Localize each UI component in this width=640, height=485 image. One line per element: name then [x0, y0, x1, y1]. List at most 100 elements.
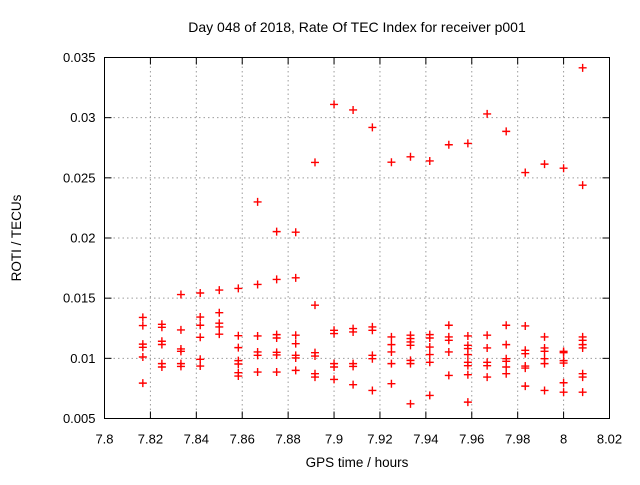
data-point-marker: [349, 362, 358, 371]
data-point-marker: [330, 100, 339, 109]
x-tick-label: 7.82: [138, 432, 163, 447]
data-point-marker: [368, 326, 377, 335]
data-point-marker: [463, 370, 472, 379]
data-point-marker: [157, 362, 166, 371]
data-point-marker: [463, 331, 472, 340]
data-point-marker: [196, 321, 205, 330]
data-point-marker: [138, 343, 147, 352]
data-point-marker: [234, 359, 243, 368]
data-point-marker: [578, 63, 587, 72]
data-point-marker: [215, 286, 224, 295]
chart-title: Day 048 of 2018, Rate Of TEC Index for r…: [188, 19, 526, 35]
data-point-marker: [349, 105, 358, 114]
data-point-marker: [253, 331, 262, 340]
data-point-marker: [272, 227, 281, 236]
data-point-marker: [559, 348, 568, 357]
data-point-marker: [253, 280, 262, 289]
data-point-marker: [387, 340, 396, 349]
data-point-marker: [196, 333, 205, 342]
x-tick-label: 7.94: [413, 432, 438, 447]
data-point-marker: [138, 321, 147, 330]
data-point-marker: [406, 341, 415, 350]
data-point-marker: [540, 332, 549, 341]
data-point-marker: [483, 373, 492, 382]
gridlines: [104, 57, 610, 419]
data-point-marker: [157, 323, 166, 332]
data-point-marker: [215, 308, 224, 317]
data-point-marker: [502, 340, 511, 349]
data-point-marker: [483, 109, 492, 118]
y-tick-label: 0.01: [70, 351, 95, 366]
data-point-marker: [540, 347, 549, 356]
data-point-marker: [291, 339, 300, 348]
data-point-marker: [521, 321, 530, 330]
y-tick-label: 0.005: [63, 411, 96, 426]
data-point-marker: [425, 333, 434, 342]
data-point-marker: [272, 368, 281, 377]
data-point-marker: [463, 398, 472, 407]
x-tick-label: 8: [560, 432, 567, 447]
data-point-marker: [349, 327, 358, 336]
data-point-marker: [483, 343, 492, 352]
data-point-marker: [578, 388, 587, 397]
data-point-marker: [176, 362, 185, 371]
data-point-marker: [157, 340, 166, 349]
data-point-marker: [272, 275, 281, 284]
data-point-marker: [310, 301, 319, 310]
data-point-marker: [521, 364, 530, 373]
data-point-marker: [196, 313, 205, 322]
data-point-marker: [425, 358, 434, 367]
y-tick-label: 0.035: [63, 50, 96, 65]
x-tick-label: 7.98: [505, 432, 530, 447]
data-point-marker: [330, 362, 339, 371]
data-point-marker: [253, 351, 262, 360]
y-tick-label: 0.02: [70, 231, 95, 246]
tick-marks: [104, 57, 610, 419]
x-axis-label: GPS time / hours: [306, 455, 409, 470]
data-point-marker: [291, 331, 300, 340]
data-point-marker: [215, 322, 224, 331]
data-point-marker: [196, 355, 205, 364]
data-point-marker: [425, 156, 434, 165]
data-point-marker: [540, 359, 549, 368]
x-tick-label: 7.8: [95, 432, 113, 447]
data-point-marker: [349, 380, 358, 389]
data-point-marker: [559, 164, 568, 173]
data-point-marker: [463, 139, 472, 148]
data-points: [138, 63, 587, 408]
data-point-marker: [559, 378, 568, 387]
data-point-marker: [502, 369, 511, 378]
data-point-marker: [368, 386, 377, 395]
data-point-marker: [138, 353, 147, 362]
data-point-marker: [310, 373, 319, 382]
data-point-marker: [272, 333, 281, 342]
data-point-marker: [444, 336, 453, 345]
data-point-marker: [387, 347, 396, 356]
y-tick-label: 0.03: [70, 110, 95, 125]
data-point-marker: [483, 331, 492, 340]
data-point-marker: [463, 350, 472, 359]
data-point-marker: [463, 361, 472, 370]
data-point-marker: [483, 361, 492, 370]
data-point-marker: [387, 379, 396, 388]
data-point-marker: [425, 350, 434, 359]
data-point-marker: [253, 197, 262, 206]
data-point-marker: [234, 343, 243, 352]
data-point-marker: [387, 158, 396, 167]
data-point-marker: [540, 160, 549, 169]
data-point-marker: [444, 140, 453, 149]
data-point-marker: [502, 362, 511, 371]
data-point-marker: [444, 347, 453, 356]
data-point-marker: [521, 168, 530, 177]
data-point-marker: [291, 353, 300, 362]
x-tick-label: 7.92: [367, 432, 392, 447]
data-point-marker: [406, 359, 415, 368]
data-point-marker: [578, 373, 587, 382]
data-point-marker: [578, 343, 587, 352]
data-point-marker: [540, 386, 549, 395]
data-point-marker: [425, 391, 434, 400]
data-point-marker: [387, 332, 396, 341]
data-point-marker: [521, 349, 530, 358]
data-point-marker: [521, 382, 530, 391]
